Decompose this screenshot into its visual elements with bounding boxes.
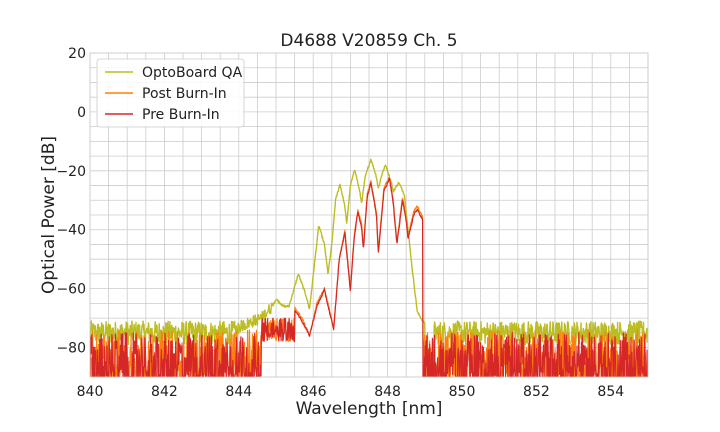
x-tick-label: 850 xyxy=(449,384,476,400)
x-tick-label: 852 xyxy=(523,384,550,400)
series-line-3 xyxy=(90,177,648,377)
x-tick-labels: 840 842 844 846 848 850 852 854 xyxy=(77,384,625,400)
y-tick-label: −20 xyxy=(56,164,86,180)
legend-label: Pre Burn-In xyxy=(142,107,220,123)
y-tick-label: −60 xyxy=(56,282,86,298)
y-tick-labels: 20 0 −20 −40 −60 −80 xyxy=(56,46,86,357)
y-axis-label: Optical Power [dB] xyxy=(39,136,59,294)
y-tick-label: 20 xyxy=(68,46,86,62)
x-tick-label: 846 xyxy=(300,384,327,400)
x-tick-label: 840 xyxy=(77,384,104,400)
plot-frame xyxy=(89,52,649,378)
y-tick-label: −80 xyxy=(56,341,86,357)
x-axis-label: Wavelength [nm] xyxy=(296,399,443,419)
series-layer xyxy=(90,158,648,377)
x-tick-label: 848 xyxy=(374,384,401,400)
legend-box xyxy=(96,58,245,128)
series-line-1 xyxy=(90,158,648,377)
legend: OptoBoard QA Post Burn-In Pre Burn-In xyxy=(96,58,245,128)
y-tick-label: 0 xyxy=(77,105,86,121)
x-tick-label: 844 xyxy=(225,384,252,400)
chart-title: D4688 V20859 Ch. 5 xyxy=(280,31,457,51)
legend-label: Post Burn-In xyxy=(142,86,227,102)
legend-label: OptoBoard QA xyxy=(142,65,243,81)
x-tick-label: 842 xyxy=(151,384,178,400)
x-tick-label: 854 xyxy=(597,384,624,400)
y-tick-label: −40 xyxy=(56,223,86,239)
